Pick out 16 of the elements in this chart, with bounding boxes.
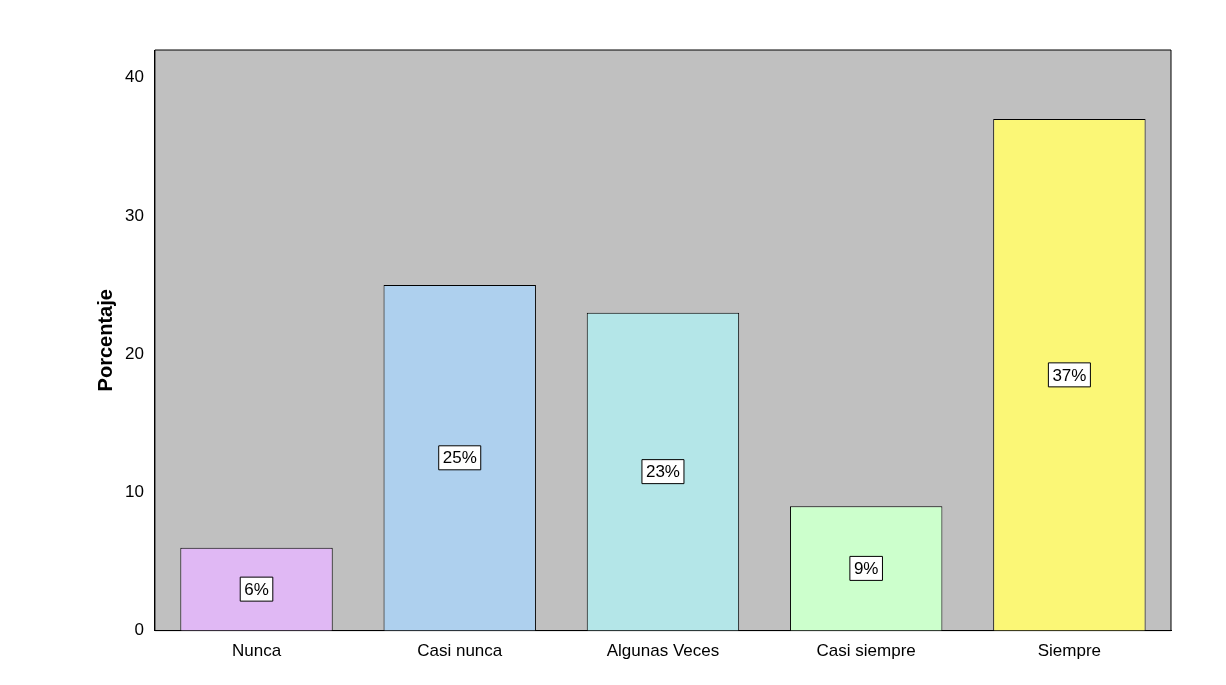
y-axis-title: Porcentaje <box>93 289 116 392</box>
data-label: 9% <box>853 559 879 579</box>
x-tick-label: Siempre <box>1037 641 1102 661</box>
data-label: 25% <box>442 448 477 468</box>
x-tick-label: Nunca <box>231 641 282 661</box>
data-label: 6% <box>244 579 269 599</box>
x-tick-label: Casi siempre <box>816 641 916 661</box>
y-tick-label: 30 <box>124 205 144 225</box>
y-tick-label: 40 <box>124 67 144 87</box>
data-label: 23% <box>645 462 680 482</box>
y-tick-label: 20 <box>124 343 144 363</box>
y-tick-label: 0 <box>134 620 144 640</box>
data-label: 37% <box>1052 365 1087 385</box>
x-tick-label: Algunas Veces <box>606 641 720 661</box>
y-tick-label: 10 <box>124 482 144 502</box>
x-tick-label: Casi nunca <box>417 641 503 661</box>
